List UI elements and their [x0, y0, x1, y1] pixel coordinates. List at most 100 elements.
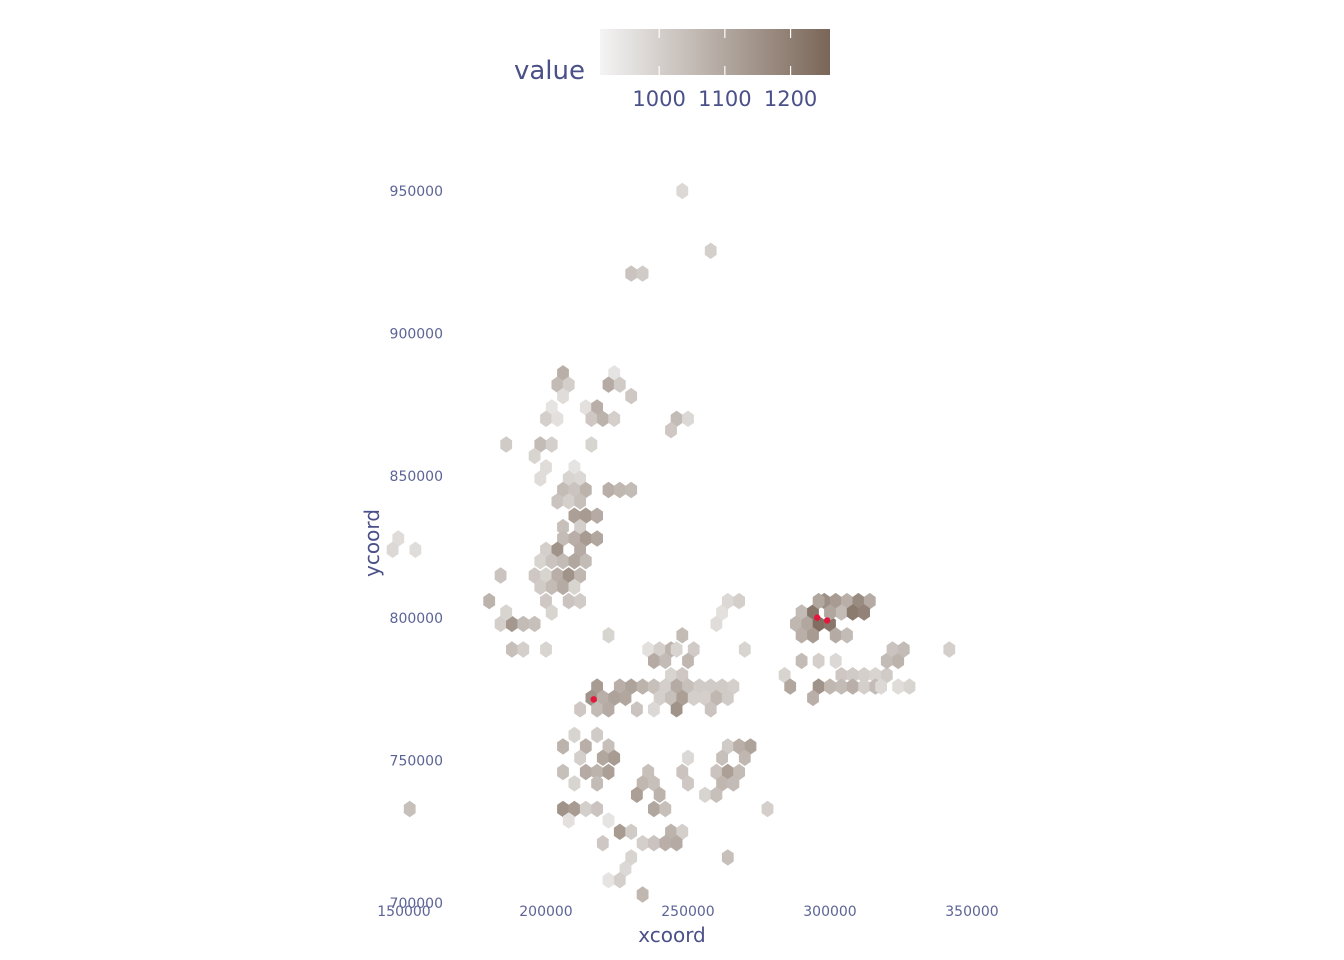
hex-cell	[676, 763, 689, 781]
hex-cell	[579, 800, 592, 818]
hex-cell	[568, 481, 581, 499]
hex-cell	[579, 553, 592, 570]
hex-cell	[790, 615, 802, 633]
hex-cell	[744, 738, 757, 755]
hex-cell	[648, 800, 660, 818]
hex-cell	[682, 775, 694, 792]
hex-cell	[506, 615, 518, 633]
hex-cell	[545, 578, 558, 596]
hex-cell	[528, 447, 541, 465]
hex-cell	[574, 470, 586, 487]
hex-cell	[386, 541, 399, 558]
hex-cell	[846, 667, 859, 684]
hex-cell	[824, 604, 836, 621]
hex-cell	[812, 652, 825, 670]
hex-cell	[676, 182, 689, 200]
hex-cell	[568, 553, 581, 570]
hex-cell	[540, 459, 552, 476]
hex-cell	[574, 749, 586, 766]
hex-cell	[625, 265, 638, 282]
hex-cell	[613, 376, 626, 393]
x-tick-label: 350000	[945, 904, 998, 920]
hex-cell	[500, 436, 513, 453]
hex-cell	[682, 652, 694, 670]
hex-cell	[648, 678, 660, 695]
hex-cell	[733, 763, 745, 781]
hex-cell	[557, 481, 569, 499]
hex-cell	[716, 604, 728, 621]
hex-cell	[562, 567, 575, 584]
highlight-points	[590, 614, 831, 703]
hex-cell	[551, 493, 564, 510]
hex-cell	[602, 763, 615, 781]
hex-cell	[710, 615, 723, 633]
hex-cell	[591, 763, 603, 781]
hex-cell	[807, 627, 819, 644]
x-tick-label: 250000	[661, 904, 714, 920]
hex-cell	[579, 399, 592, 416]
hex-cell	[863, 592, 876, 610]
hex-cell	[727, 678, 740, 695]
hex-cell	[602, 812, 615, 829]
hex-cell	[545, 436, 558, 453]
hex-cells	[386, 182, 956, 903]
hex-cell	[795, 627, 808, 644]
hex-cell	[409, 541, 422, 558]
hex-cell	[659, 835, 672, 852]
hex-cell	[534, 553, 547, 570]
hex-cell	[676, 667, 689, 684]
hex-cell	[659, 652, 672, 670]
hex-cell	[596, 749, 609, 766]
hex-cell	[631, 786, 643, 803]
hex-cell	[829, 627, 842, 644]
hex-cell	[824, 678, 836, 695]
hex-cell	[557, 738, 569, 755]
hex-cell	[880, 667, 893, 684]
hex-cell	[858, 678, 870, 695]
hex-cell	[619, 860, 632, 877]
hex-cell	[591, 507, 603, 524]
hex-cell	[602, 627, 615, 644]
hex-cell	[579, 507, 592, 524]
y-axis: 700000 750000 800000 850000 900000 950000	[390, 184, 443, 912]
x-tick-label: 150000	[377, 904, 430, 920]
hex-cell	[710, 763, 723, 781]
hex-cell	[886, 641, 899, 658]
hex-cell	[579, 738, 592, 755]
hex-cell	[403, 800, 416, 818]
hex-cell	[613, 481, 626, 499]
hex-cell	[682, 678, 694, 695]
hex-cell	[591, 800, 603, 818]
hex-cell	[880, 652, 893, 670]
hex-cell	[704, 678, 717, 695]
hex-cell	[841, 592, 853, 610]
hex-cell	[721, 738, 734, 755]
hex-cell	[653, 786, 666, 803]
hex-cell	[551, 567, 564, 584]
hex-cell	[557, 518, 569, 536]
hex-cell	[682, 410, 694, 427]
hex-cell	[682, 749, 694, 766]
hex-cell	[812, 592, 825, 610]
hex-cell	[613, 872, 626, 889]
legend-colorbar	[600, 29, 830, 75]
hex-cell	[670, 835, 683, 852]
hex-cell	[494, 567, 507, 584]
hex-cell	[517, 615, 530, 633]
hex-cell	[659, 800, 672, 818]
hex-cell	[795, 652, 808, 670]
hex-cell	[631, 701, 643, 718]
hex-cell	[540, 592, 552, 610]
hex-cell	[585, 410, 598, 427]
hex-cell	[653, 641, 666, 658]
hex-cell	[733, 738, 745, 755]
hex-cell	[602, 872, 615, 889]
hex-cell	[670, 701, 683, 718]
hex-cell	[903, 678, 916, 695]
hex-cell	[596, 410, 609, 427]
legend-ticks: 1000 1100 1200	[632, 29, 817, 111]
hex-cell	[602, 481, 615, 499]
hex-cell	[716, 749, 728, 766]
hex-cell	[943, 641, 956, 658]
